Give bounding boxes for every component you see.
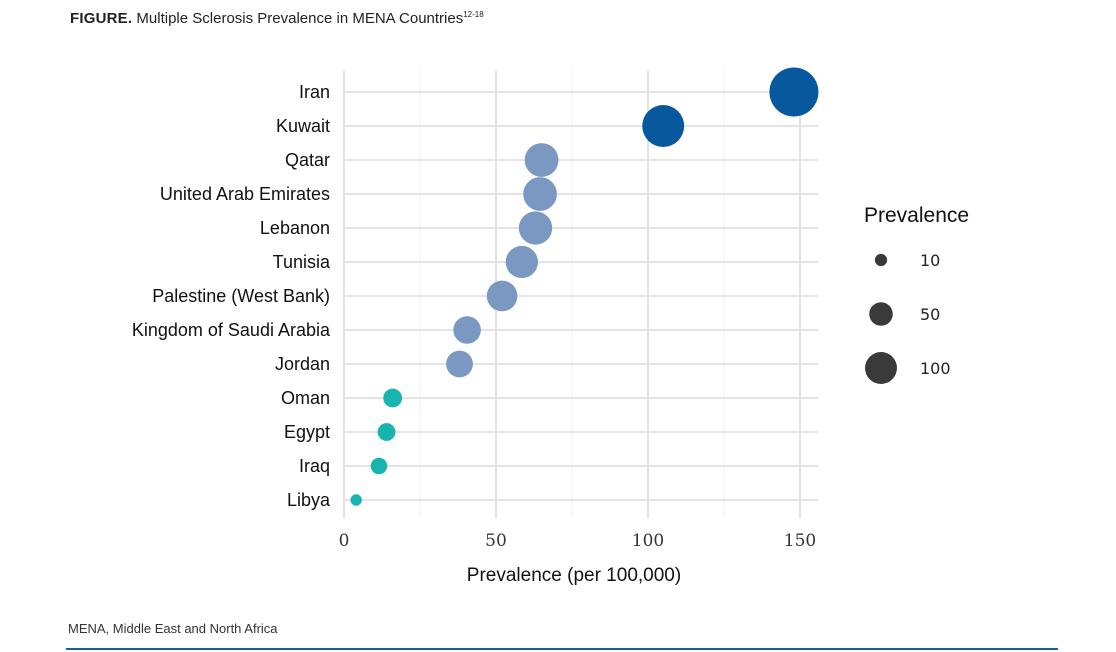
- legend-symbol: [865, 352, 897, 384]
- y-tick-label: Jordan: [275, 354, 330, 374]
- y-tick-label: Libya: [287, 490, 331, 510]
- data-point: [377, 423, 396, 441]
- data-point: [370, 457, 388, 475]
- x-tick-label: 150: [784, 531, 816, 551]
- data-point: [446, 350, 473, 378]
- legend-symbol: [869, 302, 893, 326]
- data-point: [486, 280, 518, 312]
- data-point: [383, 388, 403, 408]
- legend-label: 100: [920, 359, 951, 378]
- data-point: [524, 143, 559, 177]
- figure-title-text: Multiple Sclerosis Prevalence in MENA Co…: [136, 10, 464, 27]
- x-tick-label: 0: [339, 531, 350, 551]
- y-tick-label: Qatar: [285, 150, 330, 170]
- footer-rule: [66, 648, 1058, 650]
- y-tick-label: Iran: [299, 82, 330, 102]
- legend-symbol: [874, 253, 888, 267]
- legend-label: 50: [920, 305, 940, 324]
- x-axis-label: Prevalence (per 100,000): [467, 565, 681, 586]
- x-tick-label: 50: [485, 531, 507, 551]
- legend-title: Prevalence: [864, 204, 969, 227]
- data-point: [505, 245, 538, 279]
- y-tick-label: United Arab Emirates: [160, 184, 330, 204]
- data-point: [453, 316, 481, 344]
- figure-refs: 12-18: [463, 10, 484, 19]
- prevalence-chart: Iran Kuwait Qatar United Arab Emirates Leban…: [132, 67, 969, 586]
- x-tick-label: 100: [632, 531, 664, 551]
- y-tick-label: Oman: [281, 388, 330, 408]
- footnote: MENA, Middle East and North Africa: [68, 621, 278, 636]
- y-tick-label: Kingdom of Saudi Arabia: [132, 320, 331, 340]
- data-point: [769, 67, 819, 117]
- y-tick-label: Palestine (West Bank): [152, 286, 330, 306]
- y-tick-label: Iraq: [299, 456, 330, 476]
- y-tick-label: Lebanon: [260, 218, 330, 238]
- figure-title: FIGURE. Multiple Sclerosis Prevalence in…: [70, 10, 484, 27]
- y-tick-label: Egypt: [284, 422, 330, 442]
- legend-label: 10: [920, 251, 940, 270]
- data-point: [523, 177, 557, 211]
- y-tick-label: Tunisia: [273, 252, 331, 272]
- figure-label: FIGURE.: [70, 10, 133, 27]
- y-tick-label: Kuwait: [276, 116, 330, 136]
- data-point: [642, 105, 685, 147]
- data-point: [518, 211, 553, 245]
- data-point: [350, 494, 362, 506]
